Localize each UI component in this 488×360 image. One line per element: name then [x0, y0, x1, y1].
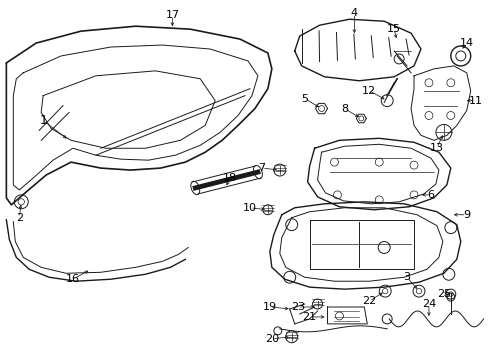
Ellipse shape — [253, 165, 262, 179]
Text: 11: 11 — [468, 96, 482, 105]
Text: 25: 25 — [436, 289, 450, 299]
Text: 4: 4 — [350, 8, 357, 18]
Text: 8: 8 — [340, 104, 347, 113]
Text: 18: 18 — [223, 173, 237, 183]
Text: 10: 10 — [243, 203, 256, 213]
Text: 21: 21 — [302, 312, 316, 322]
Text: 3: 3 — [403, 272, 410, 282]
Text: 20: 20 — [264, 334, 278, 344]
Text: 17: 17 — [165, 10, 179, 20]
Text: 1: 1 — [39, 114, 47, 127]
Text: 14: 14 — [459, 38, 473, 48]
Text: 19: 19 — [262, 302, 276, 312]
Text: 22: 22 — [362, 296, 376, 306]
Text: 2: 2 — [16, 213, 23, 223]
Text: 13: 13 — [429, 143, 443, 153]
Text: 24: 24 — [421, 299, 435, 309]
Text: 5: 5 — [301, 94, 307, 104]
Text: 12: 12 — [362, 86, 376, 96]
Text: 6: 6 — [427, 190, 433, 200]
Text: 7: 7 — [258, 163, 265, 173]
Text: 16: 16 — [66, 274, 80, 284]
Ellipse shape — [190, 181, 199, 195]
Text: 15: 15 — [386, 24, 400, 34]
Text: 9: 9 — [462, 210, 469, 220]
Text: 23: 23 — [290, 302, 304, 312]
